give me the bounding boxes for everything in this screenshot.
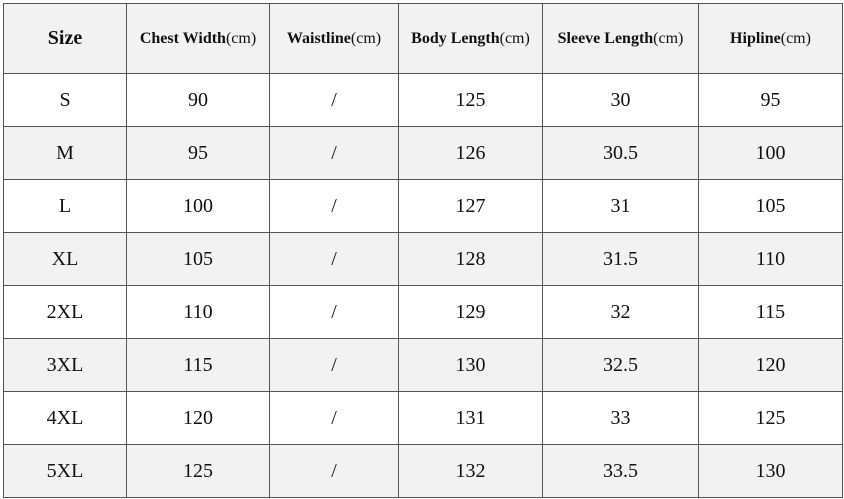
table-row: XL 105/128 31.5 110 xyxy=(3,232,843,286)
value-cell: 115 xyxy=(126,338,270,392)
header-unit: (cm) xyxy=(499,29,530,47)
value-cell: / xyxy=(269,126,399,180)
size-table: Size Chest Width(cm) Waistline(cm) Body Len… xyxy=(3,3,843,498)
header-cell: Chest Width(cm) xyxy=(126,3,270,74)
table-row: L 100/127 31 105 xyxy=(3,179,843,233)
value-cell: 32.5 xyxy=(542,338,699,392)
header-cell: Hipline(cm) xyxy=(698,3,843,74)
value-cell: 30.5 xyxy=(542,126,699,180)
value-cell: 110 xyxy=(698,232,843,286)
header-unit: (cm) xyxy=(225,29,257,47)
header-unit: (cm) xyxy=(350,29,382,47)
value-cell: 110 xyxy=(126,285,270,339)
value-cell: 31.5 xyxy=(542,232,699,286)
value-cell: / xyxy=(269,444,399,498)
header-cell: Size xyxy=(3,3,127,74)
value-cell: 95 xyxy=(698,73,843,127)
value-cell: 32 xyxy=(542,285,699,339)
value-cell: 105 xyxy=(126,232,270,286)
value-cell: 33.5 xyxy=(542,444,699,498)
value-cell: / xyxy=(269,391,399,445)
value-cell: 33 xyxy=(542,391,699,445)
header-unit: (cm) xyxy=(653,29,684,47)
value-cell: 128 xyxy=(398,232,543,286)
header-name: Sleeve Length xyxy=(557,29,654,47)
value-cell: 131 xyxy=(398,391,543,445)
table-row: 3XL 115/130 32.5 120 xyxy=(3,338,843,392)
header-name: Waistline xyxy=(286,29,351,47)
value-cell: / xyxy=(269,73,399,127)
value-cell: 129 xyxy=(398,285,543,339)
table-body: S 90/125 30 95 M 95/126 30.5 100 L 100/127 31 105 XL… xyxy=(3,73,843,498)
header-row: Size Chest Width(cm) Waistline(cm) Body Len… xyxy=(3,3,843,74)
size-cell: M xyxy=(3,126,127,180)
value-cell: 105 xyxy=(698,179,843,233)
value-cell: 125 xyxy=(398,73,543,127)
table-row: 2XL 110/129 32 115 xyxy=(3,285,843,339)
value-cell: 115 xyxy=(698,285,843,339)
value-cell: / xyxy=(269,179,399,233)
size-cell: S xyxy=(3,73,127,127)
table-row: M 95/126 30.5 100 xyxy=(3,126,843,180)
value-cell: 132 xyxy=(398,444,543,498)
header-name: Hipline xyxy=(730,29,781,47)
header-cell: Waistline(cm) xyxy=(269,3,399,74)
size-cell: 3XL xyxy=(3,338,127,392)
value-cell: 120 xyxy=(126,391,270,445)
value-cell: 130 xyxy=(698,444,843,498)
value-cell: 90 xyxy=(126,73,270,127)
value-cell: 127 xyxy=(398,179,543,233)
value-cell: 120 xyxy=(698,338,843,392)
table-row: 5XL 125/132 33.5 130 xyxy=(3,444,843,498)
value-cell: 126 xyxy=(398,126,543,180)
value-cell: 100 xyxy=(698,126,843,180)
header-name: Size xyxy=(47,27,83,49)
size-cell: 2XL xyxy=(3,285,127,339)
value-cell: / xyxy=(269,285,399,339)
size-cell: 5XL xyxy=(3,444,127,498)
value-cell: 130 xyxy=(398,338,543,392)
value-cell: / xyxy=(269,338,399,392)
value-cell: 125 xyxy=(698,391,843,445)
size-cell: 4XL xyxy=(3,391,127,445)
size-cell: XL xyxy=(3,232,127,286)
header-cell: Body Length(cm) xyxy=(398,3,543,74)
header-cell: Sleeve Length(cm) xyxy=(542,3,699,74)
value-cell: 100 xyxy=(126,179,270,233)
value-cell: 31 xyxy=(542,179,699,233)
header-unit: (cm) xyxy=(780,29,811,47)
table-row: 4XL 120/131 33 125 xyxy=(3,391,843,445)
value-cell: 125 xyxy=(126,444,270,498)
table-row: S 90/125 30 95 xyxy=(3,73,843,127)
header-name: Chest Width xyxy=(139,29,226,47)
size-cell: L xyxy=(3,179,127,233)
header-name: Body Length xyxy=(411,29,500,47)
value-cell: 95 xyxy=(126,126,270,180)
value-cell: / xyxy=(269,232,399,286)
value-cell: 30 xyxy=(542,73,699,127)
